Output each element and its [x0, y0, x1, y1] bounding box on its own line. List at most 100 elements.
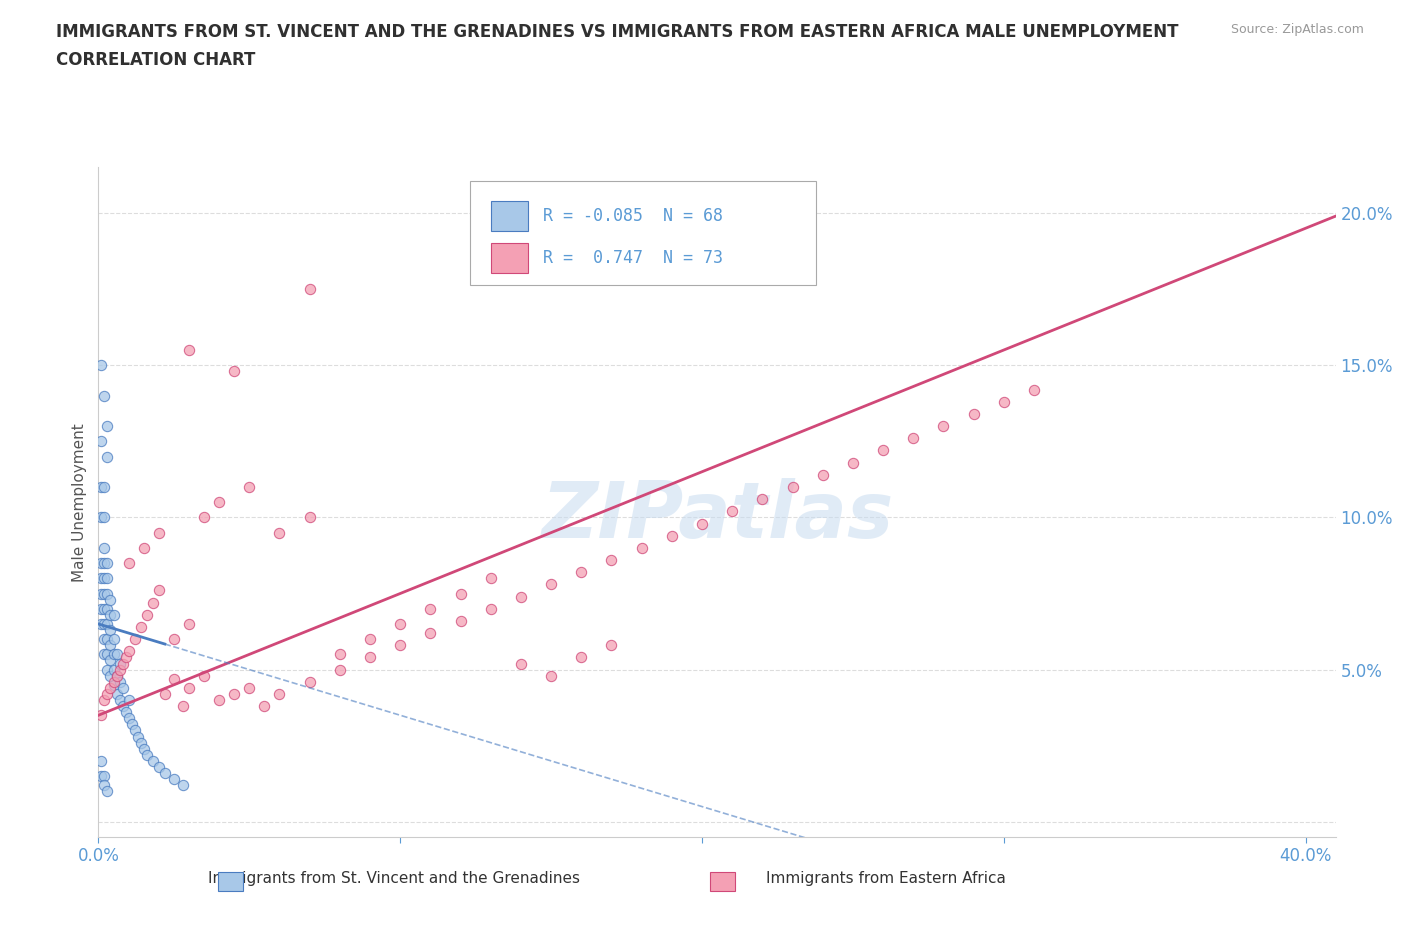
Point: [103, 607, 125, 622]
Point: [148, 583, 170, 598]
Point: [100, 622, 122, 637]
Point: [132, 741, 155, 756]
Point: [479, 571, 502, 586]
Point: [108, 674, 131, 689]
Point: [298, 674, 321, 689]
Point: [872, 443, 894, 458]
Point: [419, 602, 441, 617]
Point: [90, 571, 112, 586]
Point: [177, 681, 200, 696]
Point: [1022, 382, 1045, 397]
Point: [224, 364, 246, 379]
Point: [96, 418, 118, 433]
Point: [569, 650, 592, 665]
Point: [193, 669, 215, 684]
Point: [93, 388, 115, 403]
Point: [90, 769, 112, 784]
Point: [932, 418, 955, 433]
Point: [124, 631, 146, 646]
Point: [93, 571, 115, 586]
Point: [721, 504, 744, 519]
Point: [108, 656, 131, 671]
Point: [117, 644, 139, 658]
Point: [96, 555, 118, 570]
Text: Immigrants from Eastern Africa: Immigrants from Eastern Africa: [766, 871, 1005, 886]
Point: [96, 686, 118, 701]
Text: R = -0.085  N = 68: R = -0.085 N = 68: [543, 207, 723, 225]
Point: [142, 595, 165, 610]
Point: [90, 358, 112, 373]
Point: [479, 602, 502, 617]
Point: [96, 784, 118, 799]
Point: [93, 631, 115, 646]
Point: [114, 650, 136, 665]
Point: [93, 777, 115, 792]
Point: [389, 617, 412, 631]
Point: [135, 748, 157, 763]
Point: [100, 607, 122, 622]
Point: [450, 586, 472, 601]
Point: [90, 434, 112, 449]
Point: [359, 650, 381, 665]
Point: [962, 406, 984, 421]
Point: [90, 555, 112, 570]
Point: [903, 431, 925, 445]
Point: [117, 693, 139, 708]
Point: [96, 586, 118, 601]
Text: IMMIGRANTS FROM ST. VINCENT AND THE GRENADINES VS IMMIGRANTS FROM EASTERN AFRICA: IMMIGRANTS FROM ST. VINCENT AND THE GREN…: [56, 23, 1178, 41]
Point: [153, 765, 176, 780]
Point: [172, 698, 194, 713]
Point: [96, 571, 118, 586]
Point: [661, 528, 683, 543]
Point: [690, 516, 713, 531]
Point: [96, 647, 118, 662]
Point: [600, 552, 623, 567]
Point: [100, 592, 122, 607]
Point: [329, 662, 352, 677]
Point: [208, 693, 231, 708]
Point: [121, 717, 143, 732]
Text: R =  0.747  N = 73: R = 0.747 N = 73: [543, 249, 723, 267]
FancyBboxPatch shape: [491, 243, 527, 272]
Point: [93, 647, 115, 662]
Point: [108, 662, 131, 677]
Point: [782, 480, 804, 495]
Point: [600, 638, 623, 653]
Point: [90, 480, 112, 495]
Point: [630, 540, 652, 555]
Point: [117, 555, 139, 570]
Point: [177, 617, 200, 631]
Point: [509, 656, 531, 671]
Point: [103, 631, 125, 646]
Y-axis label: Male Unemployment: Male Unemployment: [72, 423, 87, 581]
Text: ZIPatlas: ZIPatlas: [541, 478, 893, 553]
Text: Immigrants from St. Vincent and the Grenadines: Immigrants from St. Vincent and the Gren…: [208, 871, 579, 886]
Point: [811, 468, 834, 483]
Point: [100, 681, 122, 696]
Point: [148, 525, 170, 540]
Point: [93, 617, 115, 631]
Point: [93, 510, 115, 525]
FancyBboxPatch shape: [491, 201, 527, 232]
Point: [108, 693, 131, 708]
Point: [127, 729, 149, 744]
Point: [224, 686, 246, 701]
Point: [96, 449, 118, 464]
Point: [111, 698, 134, 713]
Point: [90, 510, 112, 525]
Point: [103, 677, 125, 692]
Text: CORRELATION CHART: CORRELATION CHART: [56, 51, 256, 69]
Point: [163, 671, 186, 686]
Point: [389, 638, 412, 653]
Point: [993, 394, 1015, 409]
Point: [163, 631, 186, 646]
Point: [105, 669, 128, 684]
Point: [100, 638, 122, 653]
Point: [105, 647, 128, 662]
Point: [105, 669, 128, 684]
Point: [93, 555, 115, 570]
Point: [450, 614, 472, 629]
Point: [153, 686, 176, 701]
Point: [842, 455, 865, 470]
Point: [132, 540, 155, 555]
